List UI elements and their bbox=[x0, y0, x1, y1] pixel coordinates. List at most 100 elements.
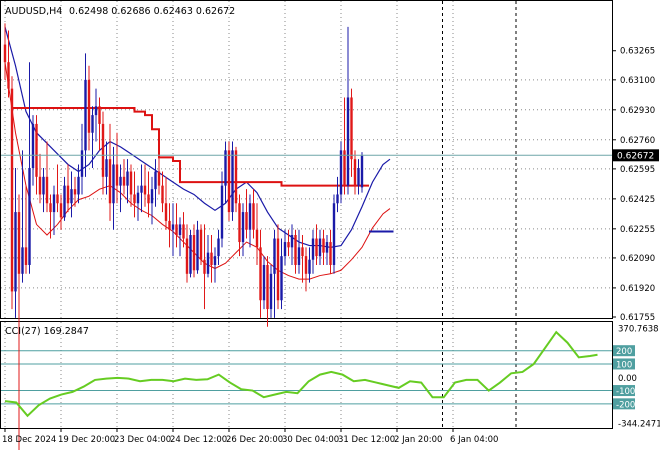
bear-candle bbox=[192, 224, 196, 278]
bull-candle bbox=[42, 168, 45, 213]
candle-body bbox=[143, 185, 147, 195]
candle-body bbox=[231, 150, 234, 213]
bear-candle bbox=[161, 171, 164, 213]
bull-candle bbox=[52, 185, 56, 236]
bear-candle bbox=[210, 235, 213, 283]
bear-candle bbox=[129, 164, 133, 207]
candle-body bbox=[87, 79, 91, 133]
bear-candle bbox=[185, 224, 189, 283]
x-tick-label: 23 Dec 04:00 bbox=[114, 435, 171, 445]
cci-axis-label: -344.2471 bbox=[618, 420, 660, 430]
cci-line-layer bbox=[4, 330, 598, 418]
bear-candle bbox=[59, 194, 63, 230]
candle-body bbox=[129, 171, 133, 195]
y-tick-label: 0.62255 bbox=[620, 225, 655, 235]
bull-candle bbox=[336, 176, 339, 213]
bull-candle bbox=[269, 264, 273, 318]
candle-body bbox=[80, 150, 84, 177]
candle-body bbox=[115, 164, 119, 186]
bull-candle bbox=[224, 141, 227, 204]
candle-body bbox=[52, 194, 56, 213]
bull-candle bbox=[189, 229, 192, 278]
cci-axis-label: 0.00 bbox=[618, 374, 637, 384]
candle-body bbox=[171, 224, 175, 230]
bear-candle bbox=[122, 159, 126, 195]
candle-body bbox=[318, 238, 322, 257]
bull-candle bbox=[150, 176, 154, 225]
candle-body bbox=[21, 247, 24, 274]
bear-candle bbox=[35, 115, 38, 195]
candle-body bbox=[73, 189, 77, 195]
bull-candle bbox=[80, 123, 84, 195]
bear-candle bbox=[10, 76, 14, 310]
candle-body bbox=[290, 235, 294, 248]
bear-candle bbox=[238, 194, 241, 257]
current-price-tag bbox=[613, 149, 659, 162]
bull-candle bbox=[178, 217, 182, 257]
x-tick-label: 31 Dec 12:00 bbox=[338, 435, 395, 445]
candle-body bbox=[161, 185, 164, 204]
bear-candle bbox=[98, 97, 101, 151]
bear-candle bbox=[234, 146, 238, 213]
indicator-line-1 bbox=[4, 62, 391, 280]
x-tick-label: 18 Dec 2024 bbox=[2, 435, 56, 445]
bear-candle bbox=[3, 23, 7, 80]
candle-body bbox=[59, 203, 63, 218]
candle-body bbox=[336, 194, 339, 204]
bear-candle bbox=[276, 224, 280, 310]
bull-candle bbox=[28, 62, 31, 274]
bull-candle bbox=[308, 247, 311, 283]
candle-body bbox=[105, 159, 108, 177]
candle-body bbox=[24, 247, 28, 265]
y-tick-label: 0.62760 bbox=[620, 136, 655, 146]
bear-candle bbox=[245, 189, 248, 239]
candle-body bbox=[262, 264, 266, 301]
candle-body bbox=[35, 123, 38, 177]
bear-candle bbox=[87, 65, 91, 151]
x-tick-label: 6 Jan 04:00 bbox=[450, 435, 498, 445]
candle-body bbox=[70, 189, 73, 204]
bull-candle bbox=[346, 26, 350, 195]
y-tick-label: 0.62425 bbox=[620, 195, 655, 205]
candle-body bbox=[199, 229, 203, 260]
axis-labels: 0.63265 0.63100 0.62930 0.62760 0.62595 0.624… bbox=[2, 47, 660, 445]
bear-candle bbox=[56, 164, 59, 213]
cci-level-tag-label: 200 bbox=[616, 347, 632, 357]
bear-candle bbox=[252, 189, 255, 239]
bear-candle bbox=[329, 229, 332, 274]
candle-body bbox=[276, 238, 280, 301]
bear-candle bbox=[227, 141, 231, 221]
candle-body bbox=[119, 176, 122, 186]
candle-body bbox=[273, 238, 276, 274]
candle-body bbox=[175, 224, 178, 236]
candle-body bbox=[339, 150, 343, 195]
x-tick-label: 30 Dec 04:00 bbox=[282, 435, 339, 445]
candle-body bbox=[150, 189, 154, 204]
bear-candle bbox=[38, 153, 42, 204]
candle-body bbox=[227, 150, 231, 213]
candle-body bbox=[10, 88, 14, 292]
x-tick-label: 24 Dec 12:00 bbox=[170, 435, 227, 445]
indicator-line-2 bbox=[12, 107, 369, 187]
y-tick-label: 0.63100 bbox=[620, 76, 655, 86]
bear-candle bbox=[143, 164, 147, 207]
candlesticks bbox=[3, 23, 364, 450]
bear-candle bbox=[17, 194, 21, 450]
bull-candle bbox=[357, 159, 360, 195]
bear-candle bbox=[294, 229, 297, 274]
bull-candle bbox=[84, 53, 87, 177]
candle-body bbox=[168, 220, 171, 230]
bear-candle bbox=[259, 229, 262, 318]
candle-body bbox=[234, 150, 238, 204]
cci-level-tag-label: -200 bbox=[616, 400, 635, 410]
bear-candle bbox=[73, 176, 77, 207]
candle-body bbox=[31, 123, 35, 168]
bear-candle bbox=[168, 203, 171, 248]
bull-candle bbox=[31, 115, 35, 186]
bull-candle bbox=[70, 171, 73, 218]
bull-candle bbox=[297, 229, 301, 274]
bull-candle bbox=[206, 235, 210, 278]
x-tick-label: 2 Jan 20:00 bbox=[394, 435, 442, 445]
candle-body bbox=[266, 264, 269, 310]
